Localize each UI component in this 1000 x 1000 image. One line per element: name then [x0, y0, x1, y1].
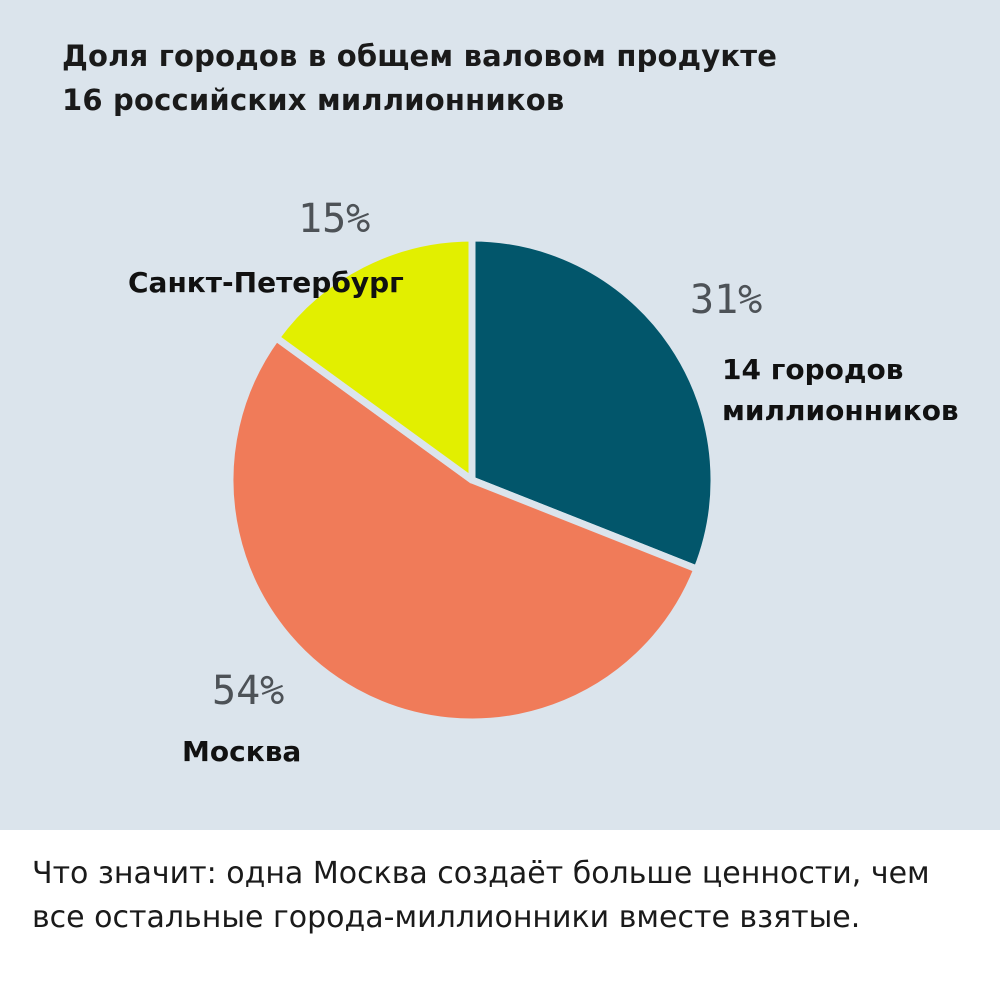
slice-label-regions-line-1: 14 городов: [722, 353, 903, 386]
pie-slice-spb: [272, 234, 476, 484]
chart-title-line-1: Доля городов в общем валовом продукте: [62, 39, 778, 73]
caption-text: Что значит: одна Москва создаёт больше ц…: [32, 856, 930, 935]
pie-slice-moscow: [226, 334, 701, 726]
slice-label-spb: Санкт-Петербург: [128, 266, 404, 299]
pie-chart: 31% 14 городов миллионников 54% Москва 1…: [128, 196, 959, 768]
chart-title-line-2: 16 российских миллионников: [62, 83, 565, 117]
slice-value-label-spb: 15%: [298, 196, 370, 242]
slice-label-regions-line-2: миллионников: [722, 394, 959, 427]
slice-value-label-moscow: 54%: [212, 668, 284, 714]
slice-value-label-regions: 31%: [690, 277, 762, 323]
chart-title: Доля городов в общем валовом продукте 16…: [62, 34, 777, 122]
slice-label-moscow: Москва: [182, 735, 301, 768]
pie-slices: [226, 234, 718, 726]
pie-slice-regions: [468, 234, 718, 573]
